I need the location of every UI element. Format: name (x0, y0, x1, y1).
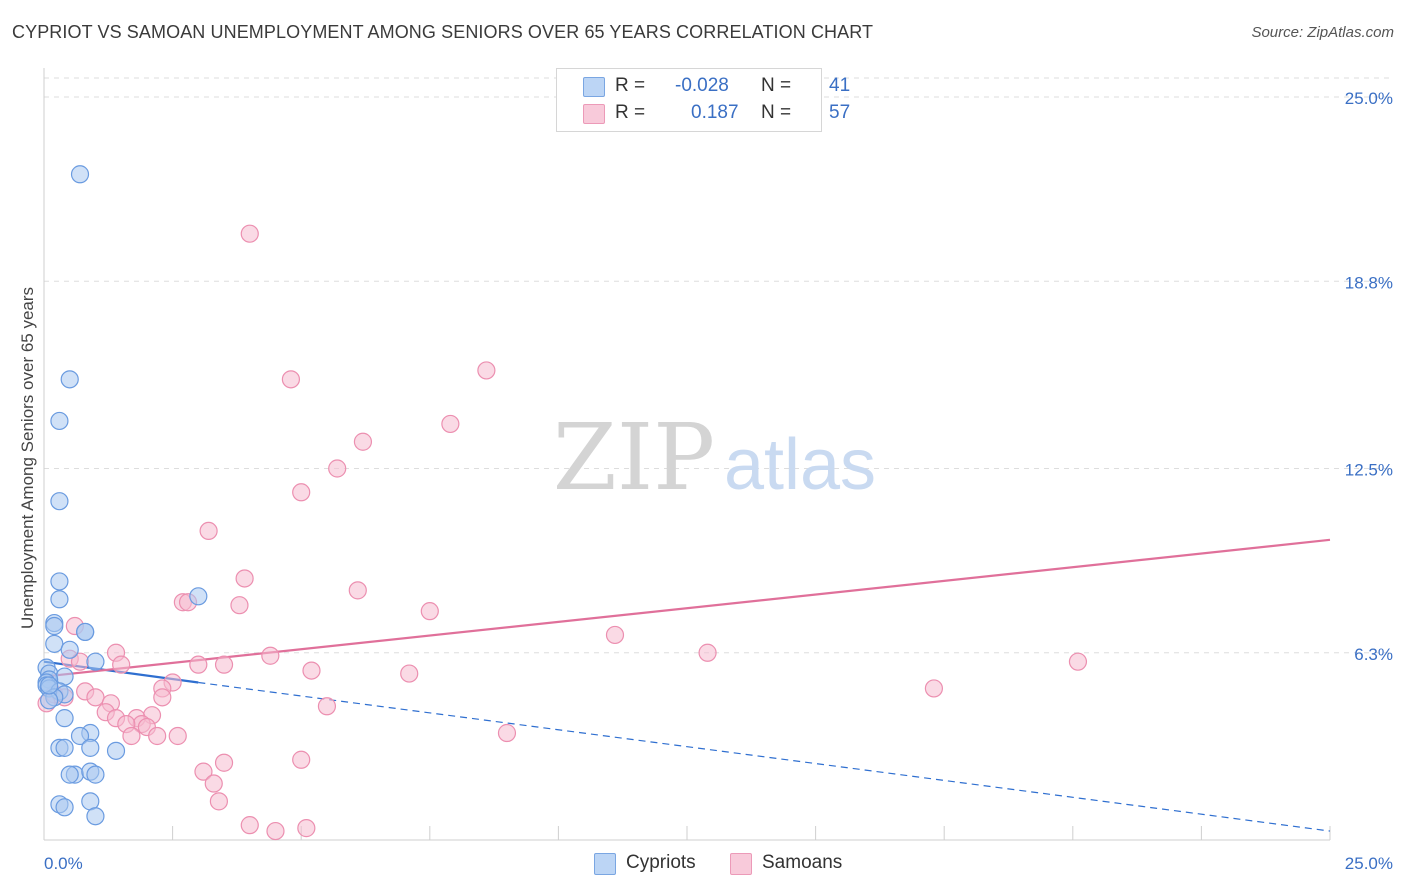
cypriot-point (189, 587, 208, 606)
cypriot-point (106, 741, 126, 760)
cypriots-swatch (583, 77, 605, 97)
samoan-point (209, 792, 228, 811)
samoan-point (261, 646, 280, 665)
samoan-point (240, 224, 259, 243)
samoan-point (230, 596, 249, 615)
r-value: 0.187 (691, 102, 739, 123)
cypriots-swatch (594, 853, 616, 875)
cypriot-point (55, 709, 74, 728)
x-tick-label: 25.0% (1345, 854, 1393, 873)
watermark-atlas: atlas (724, 425, 876, 505)
y-tick-label: 12.5% (1345, 461, 1393, 480)
samoan-point (199, 521, 218, 541)
samoan-point (153, 688, 172, 707)
n-value: 41 (829, 75, 851, 96)
chart-title: CYPRIOT VS SAMOAN UNEMPLOYMENT AMONG SEN… (12, 22, 874, 42)
samoan-point (302, 661, 321, 680)
cypriot-point (50, 590, 69, 609)
cypriot-point (45, 616, 64, 636)
samoan-point (353, 432, 373, 451)
cypriot-point (81, 738, 100, 757)
cypriots-trend-extension (198, 681, 1331, 832)
cypriot-point (60, 370, 79, 389)
cypriot-point (45, 634, 64, 653)
cypriot-point (70, 726, 90, 746)
samoan-point (112, 655, 131, 674)
samoan-point (214, 753, 234, 772)
cypriot-point (50, 572, 69, 591)
samoan-point (328, 459, 347, 478)
cypriot-point (86, 652, 105, 671)
samoan-point (281, 370, 301, 389)
samoan-point (122, 726, 141, 746)
y-axis-label: Unemployment Among Seniors over 65 years (18, 286, 37, 630)
correlation-legend: R = -0.028 N = 41 R = 0.187 N = 57 (556, 68, 850, 132)
cypriot-point (55, 738, 74, 757)
n-label: N = (761, 75, 792, 96)
n-value: 57 (829, 102, 851, 123)
r-label: R = (615, 102, 646, 123)
tick-labels: 6.3% 12.5% 18.8% 25.0% 0.0% 25.0% (44, 89, 1393, 873)
cypriot-point (55, 798, 74, 817)
cypriot-point (50, 411, 69, 431)
cypriot-point (60, 765, 79, 784)
samoan-point (400, 664, 419, 683)
samoan-point (1068, 652, 1088, 671)
samoan-point (698, 643, 717, 662)
cypriot-point (60, 640, 79, 659)
r-label: R = (615, 75, 646, 96)
samoan-point (214, 655, 234, 674)
cypriot-point (50, 492, 69, 511)
samoan-point (204, 774, 223, 793)
samoan-point (924, 679, 944, 698)
samoans-trend-line (43, 538, 1331, 678)
samoan-point (317, 697, 337, 716)
cypriot-point (76, 622, 95, 642)
samoan-point (240, 816, 259, 835)
samoan-point (86, 688, 105, 707)
n-label: N = (761, 102, 792, 123)
samoan-point (168, 726, 187, 746)
data-points (37, 165, 1088, 841)
watermark: ZIP atlas (553, 404, 876, 511)
samoan-point (194, 762, 213, 781)
y-tick-label: 6.3% (1354, 645, 1393, 664)
samoan-point (477, 361, 496, 380)
trend-lines (43, 538, 1331, 832)
cypriot-point (86, 807, 105, 826)
gridlines (44, 77, 1392, 654)
cypriot-point (40, 676, 59, 695)
samoan-point (420, 602, 439, 621)
samoan-point (497, 723, 517, 743)
r-value: -0.028 (675, 75, 729, 96)
samoan-point (605, 625, 625, 645)
samoan-point (148, 726, 167, 746)
samoans-swatch (583, 104, 605, 124)
samoan-point (297, 819, 316, 838)
y-tick-label: 18.8% (1345, 273, 1393, 292)
samoans-swatch (730, 853, 752, 875)
cypriot-point (86, 765, 105, 784)
legend-label-cypriots: Cypriots (626, 852, 696, 873)
legend-label-samoans: Samoans (762, 852, 843, 873)
watermark-zip: ZIP (553, 404, 715, 511)
samoan-point (292, 483, 311, 502)
samoan-point (292, 750, 311, 769)
samoan-point (441, 414, 460, 434)
cypriot-point (70, 165, 90, 184)
samoan-point (235, 569, 254, 588)
x-tick-label: 0.0% (44, 854, 83, 873)
y-tick-label: 25.0% (1345, 89, 1393, 108)
samoan-point (348, 581, 367, 600)
source-credit: Source: ZipAtlas.com (1251, 24, 1394, 41)
samoan-point (189, 655, 208, 674)
samoan-point (266, 821, 285, 841)
